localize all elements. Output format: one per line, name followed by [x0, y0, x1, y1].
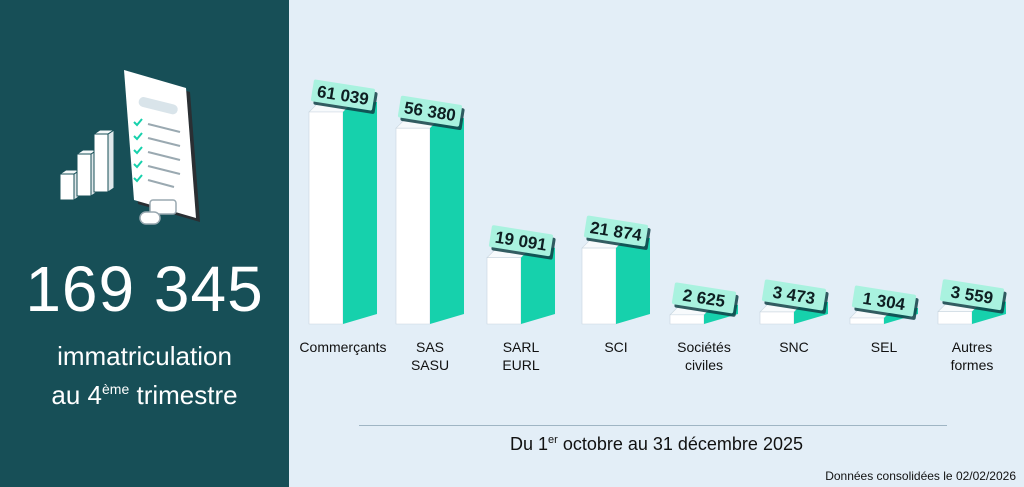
bar-front-face [937, 311, 973, 325]
period-label: Du 1er octobre au 31 décembre 2025 [289, 434, 1024, 455]
bar-side-face [521, 247, 555, 324]
category-label: SCI [561, 338, 671, 356]
value-tag-background [583, 215, 649, 247]
value-tag-background [671, 282, 737, 314]
value-tag: 19 091 [488, 225, 556, 260]
total-registrations: 169 345 [25, 253, 264, 325]
bar-front-face [308, 111, 344, 325]
value-tag-background [397, 95, 463, 127]
caption-prefix: au 4 [51, 380, 103, 410]
category-label-line: SAS [415, 339, 444, 355]
category-label-line: SCI [604, 339, 628, 355]
total-caption: immatriculation au 4ème trimestre [0, 340, 289, 412]
bar-front-face [395, 127, 431, 325]
period-prefix: Du 1 [510, 434, 549, 454]
value-tag: 1 304 [851, 285, 919, 320]
divider [359, 425, 947, 426]
value-tag-background [851, 285, 917, 317]
category-label: SARL EURL [466, 338, 576, 374]
value-tag: 3 559 [939, 279, 1007, 314]
value-tag: 61 039 [310, 79, 378, 114]
bar-4: 21 874 [581, 215, 651, 325]
value-tag: 21 874 [583, 215, 651, 250]
bar-3: 19 091 [486, 225, 556, 325]
category-label-line: Commerçants [299, 339, 387, 355]
bar-chart: 61 039 56 380 19 091 21 874 2 625 3 473 1 304 3… [308, 79, 1007, 325]
bar-side-face [343, 102, 377, 324]
category-label-line: civiles [684, 357, 724, 373]
value-tag: 2 625 [671, 282, 739, 317]
bar-front-face [581, 247, 617, 325]
bar-6: 3 473 [759, 279, 829, 325]
category-label-line: SARL [502, 339, 540, 355]
period-superscript: er [548, 434, 558, 446]
consolidation-note: Données consolidées le 02/02/2026 [825, 469, 1016, 483]
category-label-line: SASU [410, 357, 450, 373]
value-tag-background [488, 225, 554, 257]
category-label-line: Sociétés [677, 339, 731, 355]
value-tag-background [310, 79, 376, 111]
bar-1: 61 039 [308, 79, 378, 325]
chart-panel: 61 039 56 380 19 091 21 874 2 625 3 473 1 304 3… [289, 0, 1024, 487]
category-label-line: EURL [502, 357, 540, 373]
period-suffix: octobre au 31 décembre 2025 [557, 434, 803, 454]
category-label: Sociétés civiles [649, 338, 759, 374]
category-label: Commerçants [288, 338, 398, 356]
value-tag-background [761, 279, 827, 311]
category-label: Autres formes [917, 338, 1024, 374]
bar-8: 3 559 [937, 279, 1007, 325]
summary-panel: 169 345 immatriculation au 4ème trimestr… [0, 0, 289, 487]
bar-front-face [849, 317, 885, 325]
caption-suffix: trimestre [129, 380, 238, 410]
category-label-line: Autres [951, 339, 993, 355]
bar-side-face [430, 118, 464, 325]
value-tag: 3 473 [761, 279, 829, 314]
document-chart-icon [58, 70, 200, 225]
category-label: SEL [829, 338, 939, 356]
bar-front-face [486, 257, 522, 325]
category-label-line: formes [950, 357, 994, 373]
category-label-line: SEL [870, 339, 898, 355]
category-label-line: SNC [779, 339, 809, 355]
category-label: SNC [739, 338, 849, 356]
caption-line-1: immatriculation [57, 341, 232, 371]
category-label: SAS SASU [375, 338, 485, 374]
caption-line-2: au 4ème trimestre [0, 373, 289, 412]
bar-7: 1 304 [849, 285, 919, 325]
bar-front-face [669, 314, 705, 325]
caption-superscript: ème [102, 381, 130, 397]
bar-side-face [616, 238, 650, 324]
bar-2: 56 380 [395, 95, 465, 325]
bar-5: 2 625 [669, 282, 739, 325]
value-tag-background [939, 279, 1005, 311]
bar-front-face [759, 311, 795, 325]
